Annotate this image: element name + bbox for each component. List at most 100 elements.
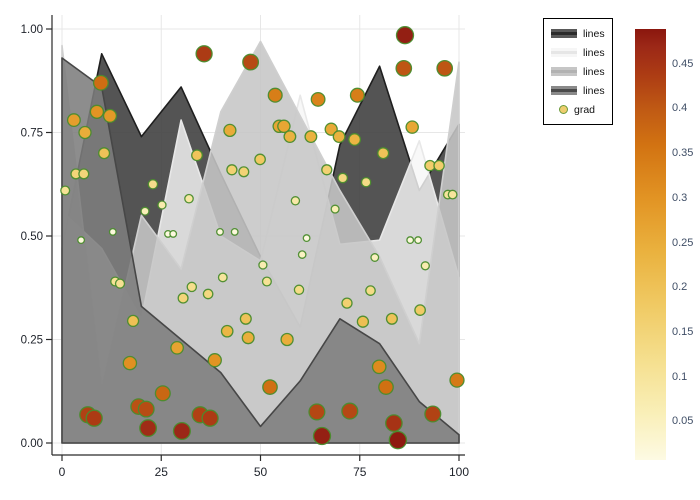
- scatter-point: [349, 87, 365, 103]
- scatter-point: [447, 189, 458, 200]
- scatter-point: [98, 147, 111, 160]
- scatter-point: [414, 236, 423, 245]
- scatter-point: [239, 312, 252, 325]
- scatter-point: [114, 278, 126, 289]
- scatter-point: [341, 297, 353, 309]
- scatter-point: [154, 385, 171, 402]
- scatter-point: [216, 227, 224, 236]
- scatter-point: [108, 227, 117, 236]
- scatter-point: [220, 324, 234, 338]
- scatter-point: [280, 332, 294, 347]
- scatter-point: [201, 409, 219, 427]
- legend-entry-lines-3: lines: [544, 62, 612, 81]
- scatter-point: [254, 153, 266, 166]
- scatter-point: [348, 133, 362, 146]
- scatter-point: [140, 206, 150, 216]
- scatter-point: [356, 315, 370, 328]
- colorbar-tick: 0.45: [672, 57, 694, 70]
- scatter-point: [122, 355, 138, 371]
- scatter-point: [395, 26, 415, 45]
- scatter-point: [420, 261, 430, 271]
- scatter-point: [332, 130, 346, 144]
- area-swatch-light-icon: [551, 67, 577, 76]
- scatter-point: [92, 74, 109, 91]
- scatter-point: [436, 59, 454, 77]
- legend-label: lines: [583, 84, 605, 97]
- scatter-point: [449, 372, 465, 388]
- scatter-point: [170, 340, 184, 355]
- scatter-point: [195, 45, 213, 63]
- colorbar-tick: 0.2: [672, 281, 688, 294]
- scatter-point: [371, 359, 387, 375]
- axes: 0 25 50 75 100 1.00 0.75 0.50 0.25 0.00: [21, 15, 469, 479]
- scatter-point: [283, 130, 297, 144]
- scatter-point: [433, 159, 445, 172]
- scatter-point: [238, 166, 250, 178]
- scatter-point: [330, 204, 340, 214]
- scatter-point: [169, 229, 178, 238]
- scatter-point: [304, 130, 318, 144]
- scatter-point: [337, 172, 349, 184]
- y-tick-label: 0.25: [21, 335, 43, 347]
- scatter-point: [78, 168, 90, 180]
- legend-label: lines: [583, 46, 605, 59]
- scatter-point: [177, 292, 189, 304]
- colorbar-tick: 0.15: [672, 326, 694, 339]
- scatter-point: [223, 123, 237, 138]
- legend-entry-lines-1: lines: [544, 24, 612, 43]
- scatter-point: [126, 314, 140, 328]
- area-swatch-dark-icon: [551, 29, 577, 38]
- area-swatch-white-icon: [551, 48, 577, 57]
- scatter-point: [388, 430, 408, 450]
- scatter-point: [312, 426, 332, 446]
- scatter-point: [308, 403, 326, 421]
- scatter-point: [297, 250, 307, 259]
- scatter-point: [385, 414, 403, 432]
- scatter-point: [406, 236, 415, 245]
- area-swatch-medium-icon: [551, 86, 577, 95]
- scatter-point: [226, 164, 238, 176]
- legend-label: lines: [583, 65, 605, 78]
- x-tick-label: 0: [59, 465, 66, 479]
- colorbar-tick: 0.3: [672, 191, 688, 204]
- scatter-point: [186, 281, 198, 293]
- x-tick-label: 100: [449, 465, 469, 479]
- scatter-point: [241, 331, 255, 345]
- scatter-point: [262, 379, 278, 395]
- scatter-point: [378, 379, 394, 395]
- scatter-point: [139, 419, 158, 438]
- legend-entry-lines-2: lines: [544, 43, 612, 62]
- legend: lines lines lines lines grad: [543, 18, 613, 125]
- scatter-point: [267, 87, 283, 103]
- scatter-point: [258, 260, 268, 270]
- scatter-point: [77, 236, 86, 245]
- colorbar-tick: 0.4: [672, 102, 688, 115]
- area-series-4: [61, 57, 460, 444]
- scatter-point: [324, 122, 338, 136]
- colorbar-tick: 0.1: [672, 370, 688, 383]
- scatter-point: [395, 59, 413, 77]
- scatter-point: [202, 288, 214, 300]
- scatter-point: [230, 227, 239, 236]
- scatter-point: [85, 409, 103, 427]
- scatter-point: [385, 312, 398, 325]
- scatter-point: [184, 193, 194, 204]
- legend-label: grad: [574, 103, 596, 116]
- y-tick-label: 0.00: [21, 438, 43, 450]
- scatter-point: [414, 304, 426, 316]
- scatter-point: [102, 108, 118, 123]
- y-tick-label: 0.50: [21, 231, 43, 243]
- scatter-point: [89, 104, 105, 119]
- scatter-point: [277, 119, 291, 134]
- scatter-point: [66, 113, 81, 128]
- scatter-point: [191, 149, 203, 162]
- scatter-point: [370, 253, 380, 262]
- scatter-series-grad: [60, 26, 465, 450]
- scatter-point: [321, 164, 333, 176]
- scatter-point: [377, 147, 390, 160]
- scatter-point: [293, 284, 305, 296]
- scatter-point: [242, 53, 260, 71]
- scatter-point: [207, 353, 222, 368]
- scatter-point: [365, 285, 376, 296]
